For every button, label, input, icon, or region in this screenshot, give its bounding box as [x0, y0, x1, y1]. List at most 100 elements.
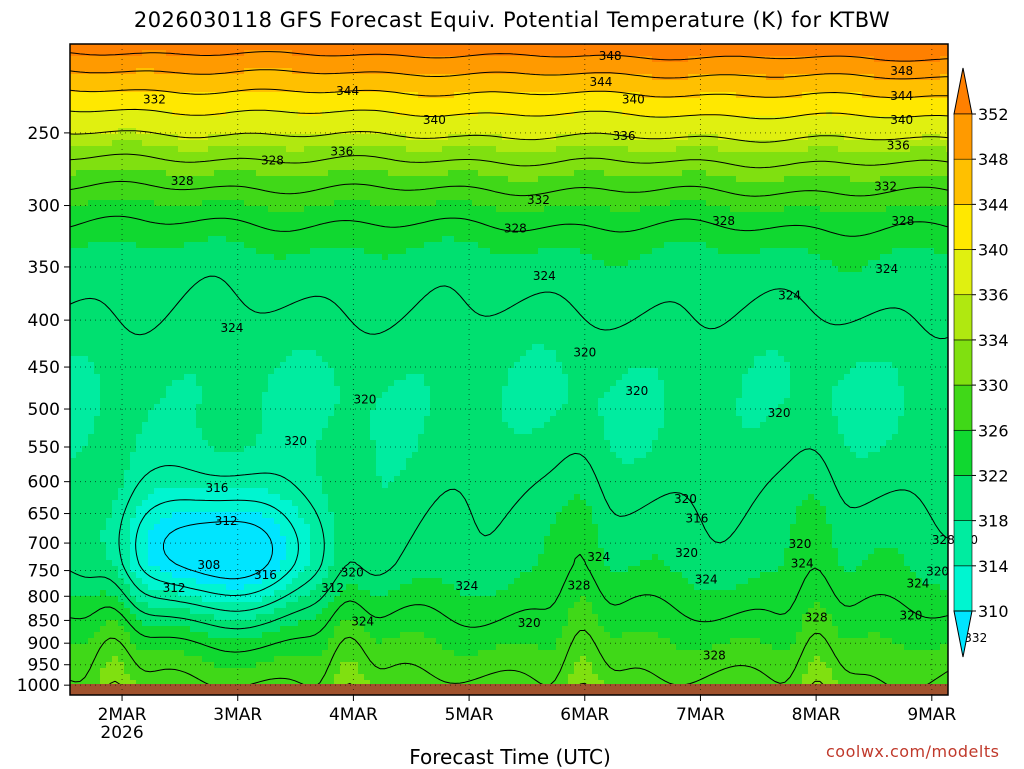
- field-cell: [526, 176, 533, 183]
- field-cell: [358, 170, 365, 177]
- field-cell: [556, 50, 563, 57]
- field-cell: [400, 146, 407, 153]
- field-cell: [730, 158, 737, 165]
- field-cell: [256, 164, 263, 171]
- field-cell: [100, 140, 107, 147]
- field-cell: [460, 194, 467, 201]
- field-cell: [286, 74, 293, 81]
- field-cell: [904, 218, 911, 225]
- field-cell: [520, 224, 527, 231]
- field-cell: [922, 224, 929, 231]
- field-cell: [874, 176, 881, 183]
- field-cell: [892, 176, 899, 183]
- field-cell: [724, 224, 731, 231]
- field-cell: [328, 56, 335, 63]
- field-cell: [634, 110, 641, 117]
- field-cell: [490, 128, 497, 135]
- field-cell: [334, 200, 341, 207]
- field-cell: [718, 206, 725, 213]
- field-cell: [364, 218, 371, 225]
- field-cell: [514, 80, 521, 87]
- field-cell: [160, 218, 167, 225]
- field-cell: [898, 230, 905, 237]
- field-cell: [172, 230, 179, 237]
- field-cell: [388, 116, 395, 123]
- field-cell: [256, 188, 263, 195]
- field-cell: [508, 104, 515, 111]
- field-cell: [250, 224, 257, 231]
- field-cell: [820, 50, 827, 57]
- field-cell: [610, 74, 617, 81]
- field-cell: [514, 110, 521, 117]
- field-cell: [556, 242, 563, 249]
- field-cell: [898, 176, 905, 183]
- field-cell: [226, 92, 233, 99]
- field-cell: [136, 188, 143, 195]
- field-cell: [82, 236, 89, 243]
- field-cell: [184, 224, 191, 231]
- field-cell: [682, 230, 689, 237]
- field-cell: [622, 182, 629, 189]
- field-cell: [226, 224, 233, 231]
- field-cell: [748, 128, 755, 135]
- field-cell: [274, 230, 281, 237]
- field-cell: [484, 212, 491, 219]
- field-cell: [532, 68, 539, 75]
- field-cell: [490, 140, 497, 147]
- field-cell: [730, 86, 737, 93]
- field-cell: [274, 44, 281, 51]
- field-cell: [736, 128, 743, 135]
- field-cell: [646, 218, 653, 225]
- field-cell: [700, 74, 707, 81]
- field-cell: [316, 44, 323, 51]
- field-cell: [898, 98, 905, 105]
- field-cell: [802, 62, 809, 69]
- field-cell: [304, 176, 311, 183]
- field-cell: [850, 62, 857, 69]
- field-cell: [772, 236, 779, 243]
- field-cell: [946, 224, 948, 231]
- field-cell: [508, 50, 515, 57]
- field-cell: [580, 98, 587, 105]
- field-cell: [148, 206, 155, 213]
- field-cell: [244, 128, 251, 135]
- field-cell: [694, 44, 701, 51]
- field-cell: [892, 98, 899, 105]
- field-cell: [370, 242, 377, 249]
- field-cell: [154, 104, 161, 111]
- field-cell: [466, 212, 473, 219]
- field-cell: [772, 86, 779, 93]
- field-cell: [358, 236, 365, 243]
- field-cell: [76, 200, 83, 207]
- field-cell: [166, 74, 173, 81]
- field-cell: [880, 116, 887, 123]
- field-cell: [718, 44, 725, 51]
- field-cell: [598, 92, 605, 99]
- field-cell: [580, 122, 587, 129]
- field-cell: [778, 128, 785, 135]
- field-cell: [382, 104, 389, 111]
- field-cell: [526, 116, 533, 123]
- field-cell: [256, 98, 263, 105]
- field-cell: [538, 146, 545, 153]
- field-cell: [370, 134, 377, 141]
- field-cell: [538, 122, 545, 129]
- field-cell: [286, 62, 293, 69]
- field-cell: [568, 158, 575, 165]
- field-cell: [652, 194, 659, 201]
- field-cell: [274, 110, 281, 117]
- field-cell: [412, 218, 419, 225]
- field-cell: [124, 80, 131, 87]
- field-cell: [550, 104, 557, 111]
- field-cell: [748, 182, 755, 189]
- field-cell: [526, 218, 533, 225]
- field-cell: [784, 56, 791, 63]
- field-cell: [526, 152, 533, 159]
- field-cell: [406, 44, 413, 51]
- field-cell: [898, 206, 905, 213]
- field-cell: [280, 218, 287, 225]
- field-cell: [100, 176, 107, 183]
- field-cell: [100, 134, 107, 141]
- field-cell: [154, 182, 161, 189]
- field-cell: [88, 242, 95, 249]
